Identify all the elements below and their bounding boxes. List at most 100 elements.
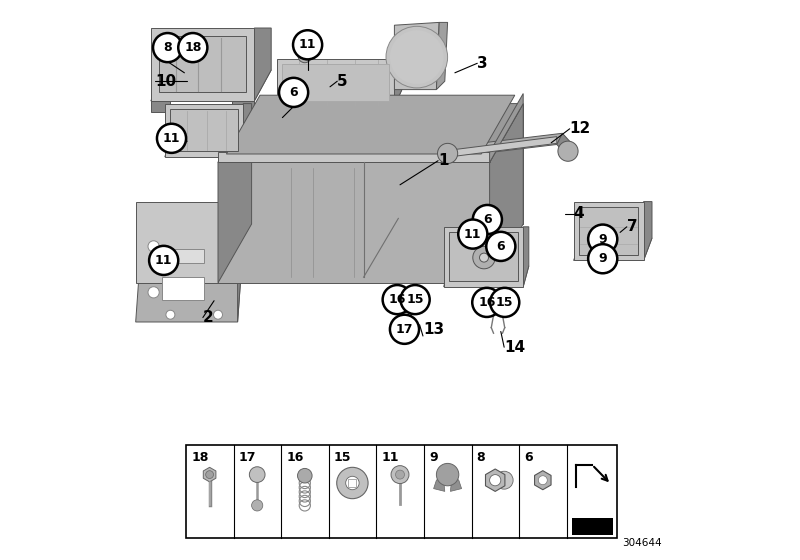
Circle shape: [495, 472, 513, 489]
Polygon shape: [277, 59, 394, 106]
Circle shape: [472, 288, 502, 317]
Circle shape: [458, 220, 487, 249]
Text: 11: 11: [155, 254, 173, 267]
Circle shape: [588, 244, 618, 273]
Circle shape: [293, 30, 322, 59]
Polygon shape: [450, 137, 557, 157]
Polygon shape: [579, 207, 638, 255]
Polygon shape: [151, 28, 254, 101]
Text: 13: 13: [423, 322, 444, 337]
Circle shape: [153, 33, 182, 62]
Polygon shape: [282, 64, 389, 101]
Circle shape: [395, 470, 405, 479]
Text: 9: 9: [598, 252, 607, 265]
Polygon shape: [486, 469, 505, 492]
Circle shape: [178, 33, 207, 62]
Circle shape: [436, 464, 458, 486]
Circle shape: [206, 470, 214, 478]
Bar: [349, 479, 356, 487]
Circle shape: [302, 53, 307, 59]
Circle shape: [390, 30, 444, 84]
Polygon shape: [534, 470, 551, 489]
Polygon shape: [574, 202, 643, 260]
Polygon shape: [218, 104, 251, 283]
Polygon shape: [218, 104, 523, 162]
Polygon shape: [444, 266, 529, 287]
Polygon shape: [218, 152, 490, 162]
Text: 18: 18: [184, 41, 202, 54]
Text: 11: 11: [162, 132, 180, 145]
Polygon shape: [574, 238, 652, 260]
Text: 6: 6: [497, 240, 505, 253]
Polygon shape: [394, 59, 406, 106]
Polygon shape: [445, 133, 562, 158]
Circle shape: [479, 253, 489, 262]
Text: 10: 10: [155, 74, 177, 88]
Text: 11: 11: [464, 227, 482, 241]
Circle shape: [391, 466, 409, 484]
Text: 3: 3: [478, 56, 488, 71]
Polygon shape: [490, 104, 523, 283]
Circle shape: [386, 26, 448, 88]
Bar: [573, 518, 613, 535]
Polygon shape: [159, 36, 246, 92]
Circle shape: [538, 476, 547, 485]
Text: 5: 5: [338, 74, 348, 88]
Circle shape: [166, 310, 175, 319]
Polygon shape: [170, 134, 182, 143]
Polygon shape: [136, 283, 240, 322]
Text: 15: 15: [334, 451, 351, 464]
Text: 12: 12: [570, 122, 591, 136]
Circle shape: [148, 287, 159, 298]
Bar: [162, 277, 204, 300]
Polygon shape: [165, 134, 251, 157]
Text: 4: 4: [574, 207, 584, 221]
Polygon shape: [232, 101, 254, 112]
Polygon shape: [557, 133, 574, 157]
Circle shape: [214, 310, 222, 319]
Circle shape: [298, 468, 312, 483]
Text: 7: 7: [626, 220, 638, 234]
Text: 2: 2: [203, 310, 214, 325]
Circle shape: [494, 301, 502, 309]
Circle shape: [588, 225, 618, 254]
Text: 15: 15: [406, 293, 424, 306]
Polygon shape: [151, 101, 170, 112]
Polygon shape: [450, 475, 462, 492]
Polygon shape: [151, 70, 271, 101]
Polygon shape: [434, 475, 445, 492]
Circle shape: [473, 246, 495, 269]
Polygon shape: [444, 227, 523, 287]
Circle shape: [382, 285, 412, 314]
Text: 6: 6: [483, 213, 492, 226]
Circle shape: [148, 241, 159, 252]
Circle shape: [473, 205, 502, 234]
Text: 15: 15: [496, 296, 514, 309]
Circle shape: [251, 500, 262, 511]
Text: 304644: 304644: [622, 538, 662, 548]
Text: 8: 8: [477, 451, 486, 464]
Text: 11: 11: [299, 38, 316, 52]
Text: 6: 6: [524, 451, 533, 464]
Text: 17: 17: [396, 323, 414, 336]
Text: 16: 16: [389, 293, 406, 306]
Bar: [186, 445, 618, 538]
Polygon shape: [277, 81, 406, 106]
Circle shape: [250, 467, 265, 483]
Polygon shape: [436, 22, 447, 90]
Polygon shape: [218, 162, 490, 283]
Circle shape: [558, 141, 578, 161]
Polygon shape: [243, 104, 251, 157]
Circle shape: [346, 476, 359, 489]
Polygon shape: [254, 28, 271, 101]
Circle shape: [298, 49, 311, 63]
Text: 16: 16: [286, 451, 304, 464]
Circle shape: [157, 124, 186, 153]
Text: 9: 9: [598, 232, 607, 246]
Circle shape: [438, 143, 458, 164]
Polygon shape: [490, 94, 523, 162]
Circle shape: [390, 315, 419, 344]
Text: 16: 16: [478, 296, 495, 309]
Polygon shape: [238, 202, 240, 322]
Circle shape: [488, 295, 508, 315]
